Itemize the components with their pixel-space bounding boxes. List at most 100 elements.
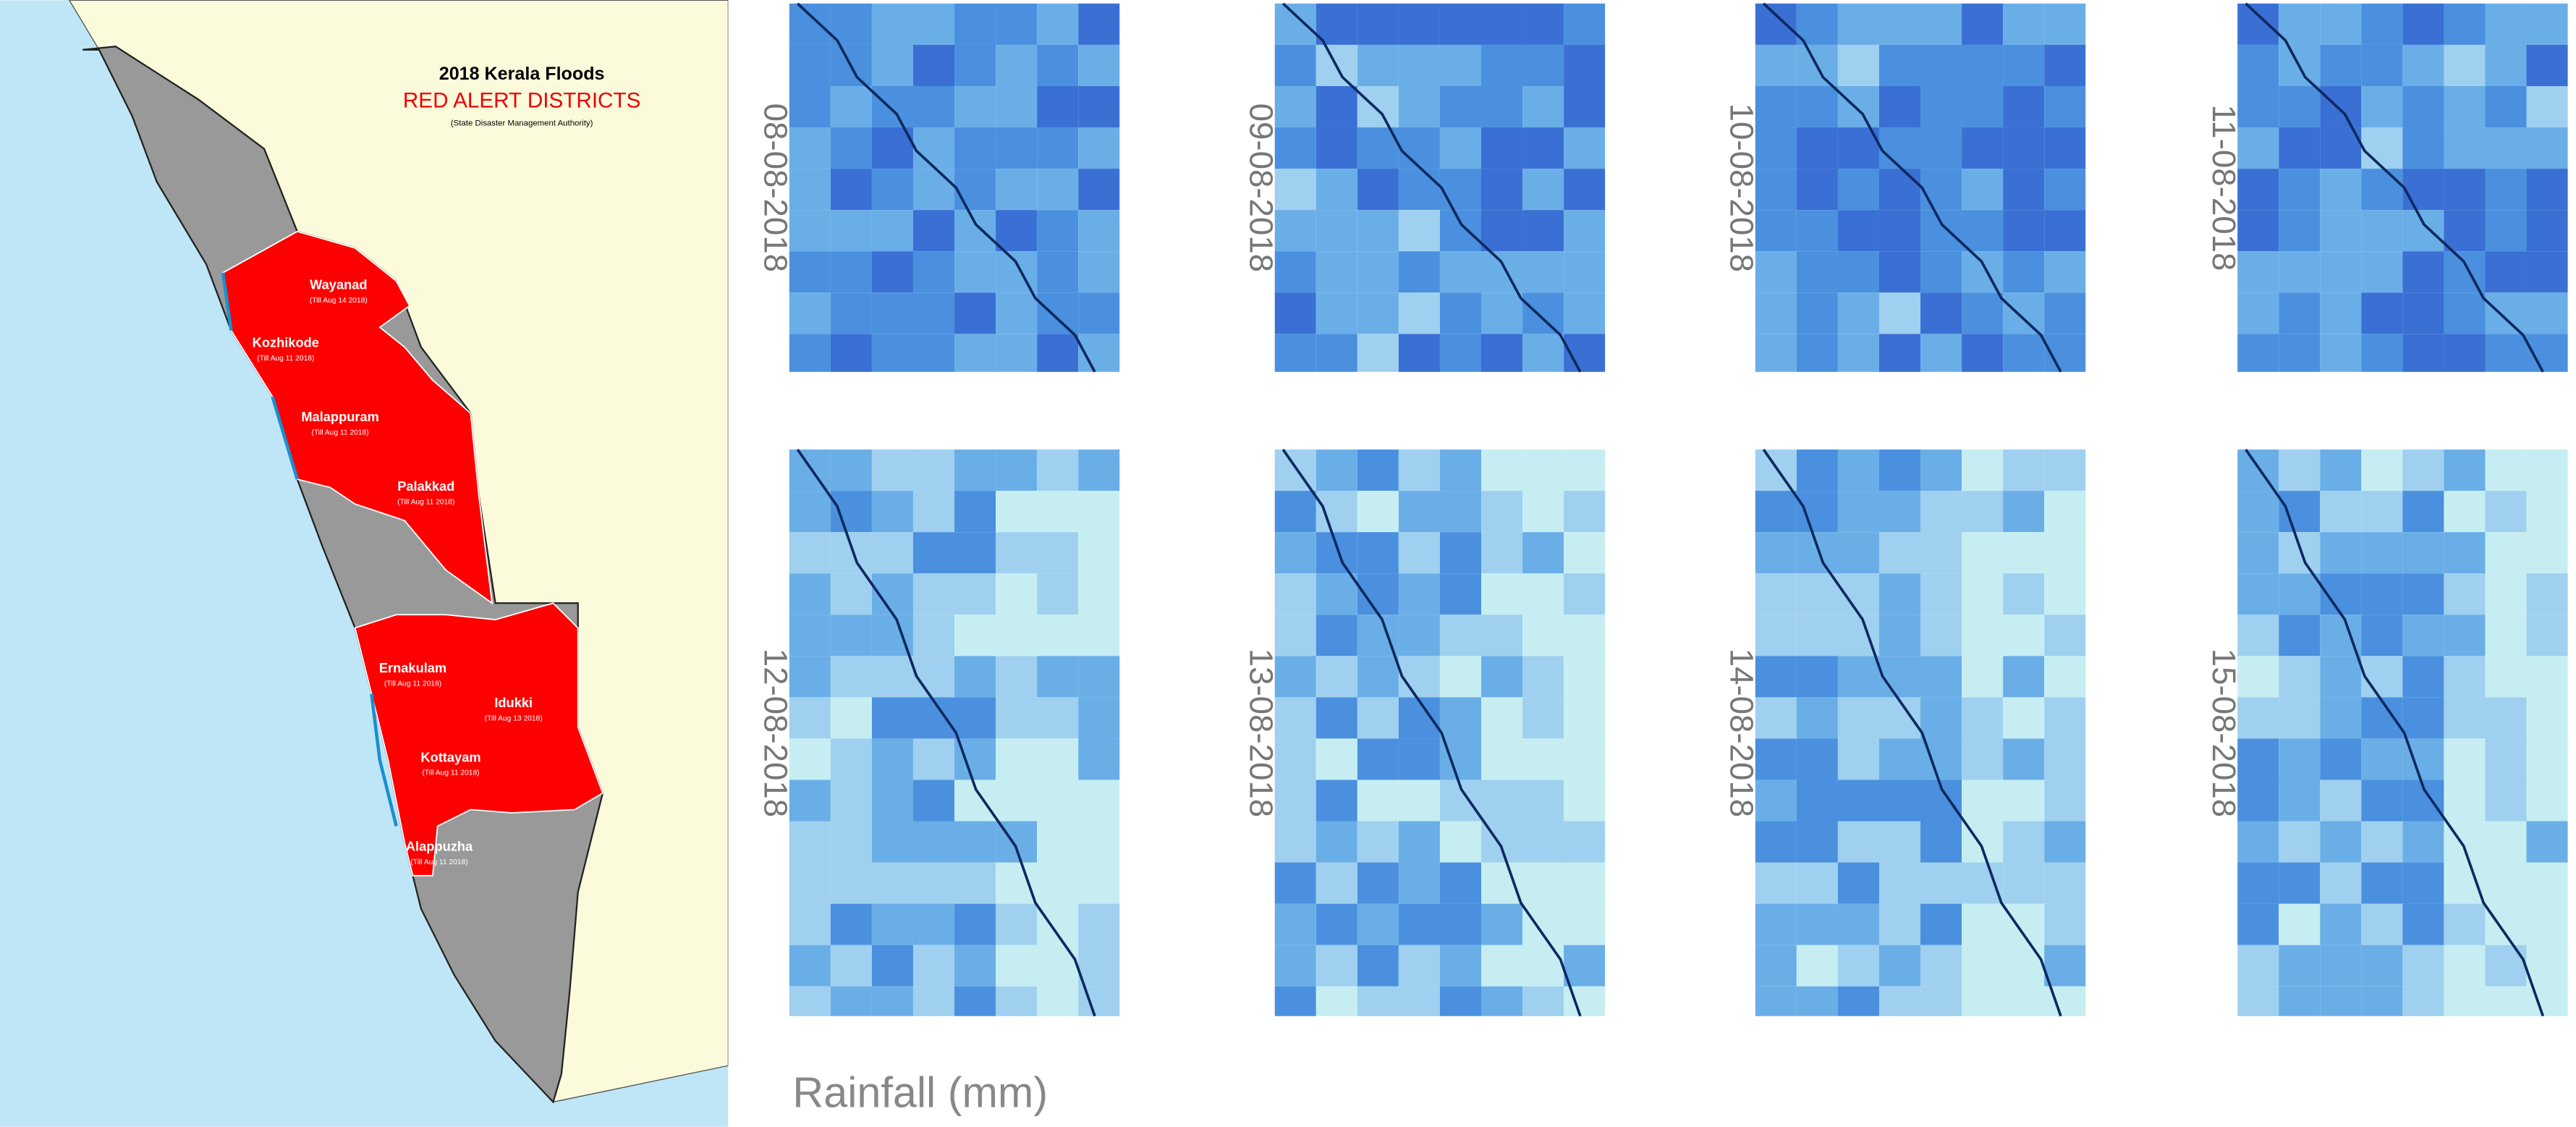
rain-cell [2402,45,2444,86]
rain-cell [1755,615,1797,656]
rain-cell [1078,945,1119,987]
rain-cell [1522,292,1564,334]
rain-cell [2485,780,2526,821]
rain-cell [2527,4,2568,45]
panel-date: 08-08-2018 [758,104,795,272]
rain-cell [2279,532,2320,573]
rain-cell [2485,615,2526,656]
rain-cell [1357,532,1399,573]
map-title: 2018 Kerala Floods [439,64,605,84]
rain-cell [1879,532,1920,573]
rain-cell [954,491,996,532]
rain-cell [2279,945,2320,987]
rain-cell [1078,615,1119,656]
rain-cell [1481,292,1522,334]
rain-cell [1522,127,1564,169]
rain-cell [831,738,872,780]
rain-cell [1755,780,1797,821]
rain-cell [2361,532,2402,573]
rain-cell [1962,615,2003,656]
rain-cell [1797,573,1838,615]
rain-cell [954,45,996,86]
rain-cell [2003,738,2044,780]
rain-cell [2237,656,2279,697]
rain-cell [1481,738,1522,780]
rain-cell [2527,532,2568,573]
rain-cell [2044,615,2085,656]
rain-cell [2044,45,2085,86]
rain-cell [1522,4,1564,45]
rain-cell [2402,532,2444,573]
rain-cell [1399,45,1440,86]
rain-cell [1440,251,1481,292]
rain-cell [2444,4,2485,45]
rain-cell [913,449,954,491]
rain-cell [2320,334,2361,371]
rain-cell [954,334,996,371]
rain-cell [1962,45,2003,86]
rain-cell [1399,491,1440,532]
rain-cell [1316,210,1357,251]
rain-cell [2527,449,2568,491]
rain-cell [1879,4,1920,45]
rain-cell [1316,615,1357,656]
rain-cell [954,697,996,738]
rain-cell [2402,334,2444,371]
rain-cell [2444,210,2485,251]
rain-cell [1440,127,1481,169]
rain-cell [1037,169,1078,210]
rain-cell [1838,863,1879,904]
rain-cell [1399,334,1440,371]
rain-cell [996,615,1037,656]
rain-cell [1920,334,1962,371]
rain-cell [1962,491,2003,532]
rain-cell [2527,945,2568,987]
rain-cell [996,449,1037,491]
rain-cell [1920,904,1962,945]
rain-cell [2527,780,2568,821]
rain-cell [1797,863,1838,904]
rain-cell [789,292,831,334]
district-note: (Till Aug 11 2018) [410,858,467,866]
rain-cell [1481,449,1522,491]
rain-cell [1522,532,1564,573]
district-note: (Till Aug 11 2018) [257,355,314,363]
rain-cell [2402,86,2444,127]
rain-cell [1879,945,1920,987]
district-note: (Till Aug 11 2018) [397,498,454,506]
rain-cell [1920,45,1962,86]
rain-cell [872,945,913,987]
rain-cell [2279,697,2320,738]
rain-cell [831,656,872,697]
rain-cell [1316,738,1357,780]
rain-cell [2361,334,2402,371]
rain-cell [1564,45,1605,86]
rain-cell [2402,697,2444,738]
rain-cell [2361,697,2402,738]
rain-cell [1357,169,1399,210]
rain-cell [1755,449,1797,491]
rain-cell [2320,987,2361,1016]
rain-cell [2485,573,2526,615]
rain-cell [1920,573,1962,615]
rain-cell [1037,4,1078,45]
rain-cell [1481,697,1522,738]
rain-cell [2320,532,2361,573]
rain-cell [1797,292,1838,334]
rain-cell [1481,945,1522,987]
rain-cell [954,945,996,987]
rain-cell [1037,251,1078,292]
rain-cell [1755,491,1797,532]
rain-cell [2527,656,2568,697]
rain-cell [2444,532,2485,573]
rain-cell [1879,210,1920,251]
rain-cell [2279,863,2320,904]
rain-cell [1564,127,1605,169]
rain-cell [954,86,996,127]
rain-cell [1357,491,1399,532]
rain-cell [789,822,831,863]
rain-cell [913,573,954,615]
rain-cell [1838,491,1879,532]
rain-cell [2279,334,2320,371]
rain-cell [1879,491,1920,532]
